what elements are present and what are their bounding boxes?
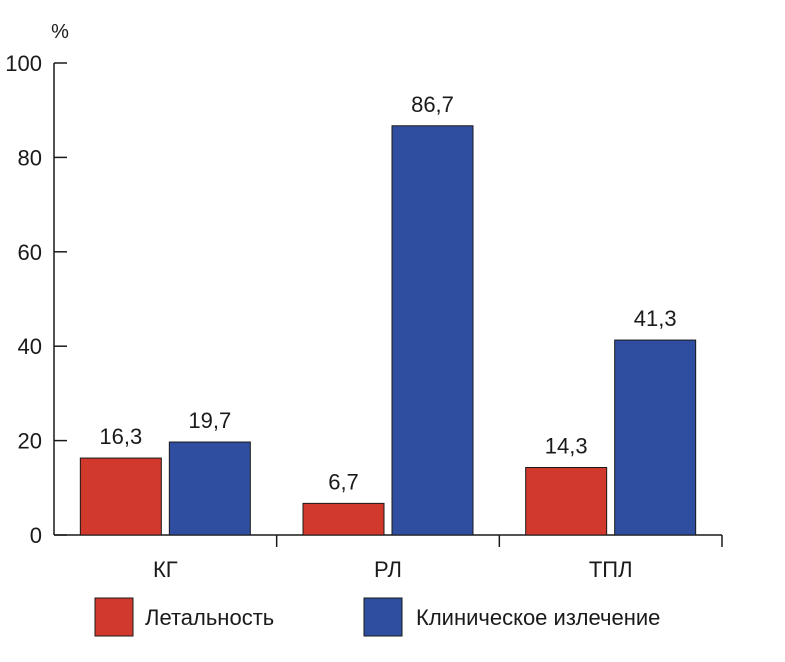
legend-swatch <box>94 597 134 637</box>
y-tick-label: 100 <box>5 51 42 76</box>
x-category-label: ТПЛ <box>589 557 633 582</box>
value-labels: 16,3 19,7 6,7 86,7 14,3 41,3 <box>99 92 676 495</box>
y-tick-label: 60 <box>18 240 42 265</box>
y-tick-label: 80 <box>18 145 42 170</box>
y-axis-unit-label: % <box>51 21 69 43</box>
legend: Летальность Клиническое излечение <box>94 597 660 637</box>
bar-value-label: 16,3 <box>99 424 142 449</box>
legend-swatch <box>363 597 403 637</box>
x-category-label: КГ <box>153 557 178 582</box>
bar <box>525 467 608 536</box>
y-tick-label: 0 <box>30 523 42 548</box>
x-category-label: РЛ <box>374 557 402 582</box>
bar-value-label: 19,7 <box>188 408 231 433</box>
bars <box>79 125 697 536</box>
y-tick-label: 40 <box>18 334 42 359</box>
bar <box>79 457 162 536</box>
bar-value-label: 41,3 <box>634 306 677 331</box>
bar <box>168 441 251 536</box>
bar <box>391 125 474 536</box>
bar-value-label: 86,7 <box>411 92 454 117</box>
legend-label: Клиническое излечение <box>416 605 660 630</box>
category-labels: КГ РЛ ТПЛ <box>153 557 633 582</box>
legend-label: Летальность <box>145 605 274 630</box>
y-tick-label: 20 <box>18 429 42 454</box>
bar-value-label: 14,3 <box>545 434 588 459</box>
axes <box>53 63 723 547</box>
bar-value-label: 6,7 <box>328 469 359 494</box>
y-axis-ticks: 0 20 40 60 80 100 <box>5 51 67 548</box>
bar <box>302 502 385 536</box>
bar <box>614 339 697 536</box>
